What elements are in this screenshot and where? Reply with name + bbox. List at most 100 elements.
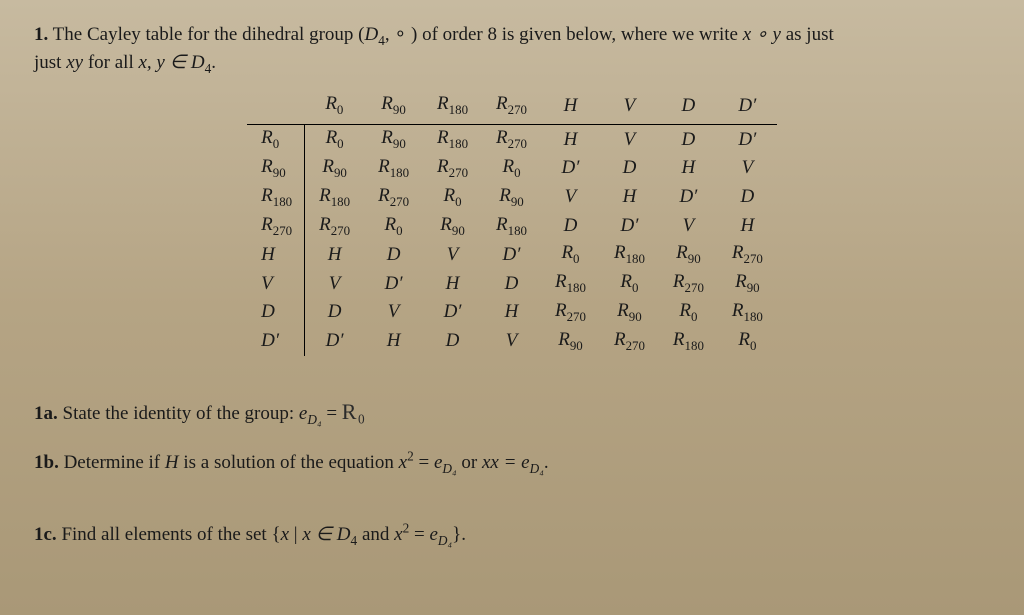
q1b-label: 1b.: [34, 452, 59, 473]
table-cell: R0: [482, 154, 541, 183]
table-cell: D: [541, 212, 600, 241]
xy2: xy: [66, 52, 83, 73]
table-cell: R0: [659, 298, 718, 327]
question-1c: 1c. Find all elements of the set {x | x …: [34, 512, 990, 558]
q1c-x2: x: [394, 524, 402, 545]
problem-text-5: .: [211, 52, 216, 73]
row-header: R0: [247, 125, 304, 154]
table-cell: R270: [600, 327, 659, 356]
q1b-H: H: [165, 452, 179, 473]
problem-text-2: , ∘ ) of order 8 is given below, where w…: [385, 24, 743, 45]
q1b-eqmid: =: [414, 452, 434, 473]
q1a-text1: State the identity of the group:: [58, 403, 299, 424]
q1c-esub: D₄: [438, 533, 452, 548]
question-1a: 1a. State the identity of the group: eD₄…: [34, 386, 990, 439]
q1c-eqmid: =: [409, 524, 429, 545]
table-cell: D′: [659, 183, 718, 212]
problem-text-3: as just: [781, 24, 834, 45]
column-header: R270: [482, 91, 541, 124]
column-header: D: [659, 91, 718, 124]
table-cell: R90: [364, 125, 423, 154]
problem-text-just: just: [34, 52, 66, 73]
q1b-text1: Determine if: [59, 452, 165, 473]
table-cell: H: [659, 154, 718, 183]
table-cell: R90: [600, 298, 659, 327]
table-cell: R90: [482, 183, 541, 212]
table-cell: R90: [423, 212, 482, 241]
table-body: R0R0R90R180R270HVDD′R90R90R180R270R0D′DH…: [247, 125, 777, 356]
column-header: D′: [718, 91, 777, 124]
cayley-table: R0R90R180R270HVDD′ R0R0R90R180R270HVDD′R…: [247, 91, 777, 355]
table-cell: R0: [305, 125, 364, 154]
page: 1. The Cayley table for the dihedral gro…: [0, 0, 1024, 615]
table-cell: H: [305, 240, 364, 269]
xy1: x ∘ y: [743, 24, 781, 45]
table-cell: R270: [659, 269, 718, 298]
q1c-text1: Find all elements of the set: [57, 524, 272, 545]
table-cell: R90: [541, 327, 600, 356]
column-header: R90: [364, 91, 423, 124]
group-sub: 4: [378, 33, 385, 48]
table-cell: D: [423, 327, 482, 356]
problem-text-4: for all: [83, 52, 138, 73]
table-cell: H: [718, 212, 777, 241]
table-cell: R180: [718, 298, 777, 327]
table-cell: D: [718, 183, 777, 212]
table-cell: R270: [364, 183, 423, 212]
table-cell: D′: [423, 298, 482, 327]
q1b-x: x: [399, 452, 407, 473]
table-cell: D: [600, 154, 659, 183]
table-cell: R270: [541, 298, 600, 327]
table-cell: R180: [659, 327, 718, 356]
table-cell: D′: [364, 269, 423, 298]
column-header: R180: [423, 91, 482, 124]
row-header: R90: [247, 154, 304, 183]
table-cell: R0: [423, 183, 482, 212]
table-cell: R180: [423, 125, 482, 154]
problem-text-1: The Cayley table for the dihedral group …: [53, 24, 365, 45]
row-header: D: [247, 298, 304, 327]
table-cell: R90: [305, 154, 364, 183]
table-cell: H: [364, 327, 423, 356]
questions-block: 1a. State the identity of the group: eD₄…: [34, 386, 990, 558]
table-cell: H: [541, 125, 600, 154]
q1c-x: x: [281, 524, 289, 545]
table-cell: H: [482, 298, 541, 327]
table-cell: V: [482, 327, 541, 356]
table-cell: D′: [541, 154, 600, 183]
table-cell: R270: [718, 240, 777, 269]
q1b-period: .: [544, 452, 549, 473]
table-cell: R180: [482, 212, 541, 241]
table-corner: [247, 91, 304, 124]
table-cell: R90: [659, 240, 718, 269]
row-header: V: [247, 269, 304, 298]
column-header: H: [541, 91, 600, 124]
table-cell: H: [423, 269, 482, 298]
column-header: V: [600, 91, 659, 124]
q1c-label: 1c.: [34, 524, 57, 545]
table-cell: V: [659, 212, 718, 241]
table-cell: V: [541, 183, 600, 212]
table-cell: D: [482, 269, 541, 298]
question-1b: 1b. Determine if H is a solution of the …: [34, 440, 990, 486]
q1b-esub2: D₄: [530, 461, 544, 476]
q1c-close: }.: [452, 524, 466, 545]
q1c-bar: |: [289, 524, 302, 545]
table-cell: D: [305, 298, 364, 327]
q1b-esub: D₄: [442, 461, 456, 476]
table-cell: D: [364, 240, 423, 269]
table-cell: R0: [718, 327, 777, 356]
table-cell: R0: [541, 240, 600, 269]
table-cell: D′: [600, 212, 659, 241]
table-cell: V: [423, 240, 482, 269]
q1b-or: or: [457, 452, 482, 473]
column-header: R0: [305, 91, 364, 124]
table-cell: V: [364, 298, 423, 327]
q1c-open: {: [271, 524, 280, 545]
table-cell: R0: [600, 269, 659, 298]
q1c-in: x ∈ D: [302, 524, 350, 545]
q1b-sup: 2: [407, 449, 414, 464]
q1a-handwritten-answer: R₀: [342, 399, 366, 424]
table-cell: D′: [305, 327, 364, 356]
table-cell: R180: [305, 183, 364, 212]
